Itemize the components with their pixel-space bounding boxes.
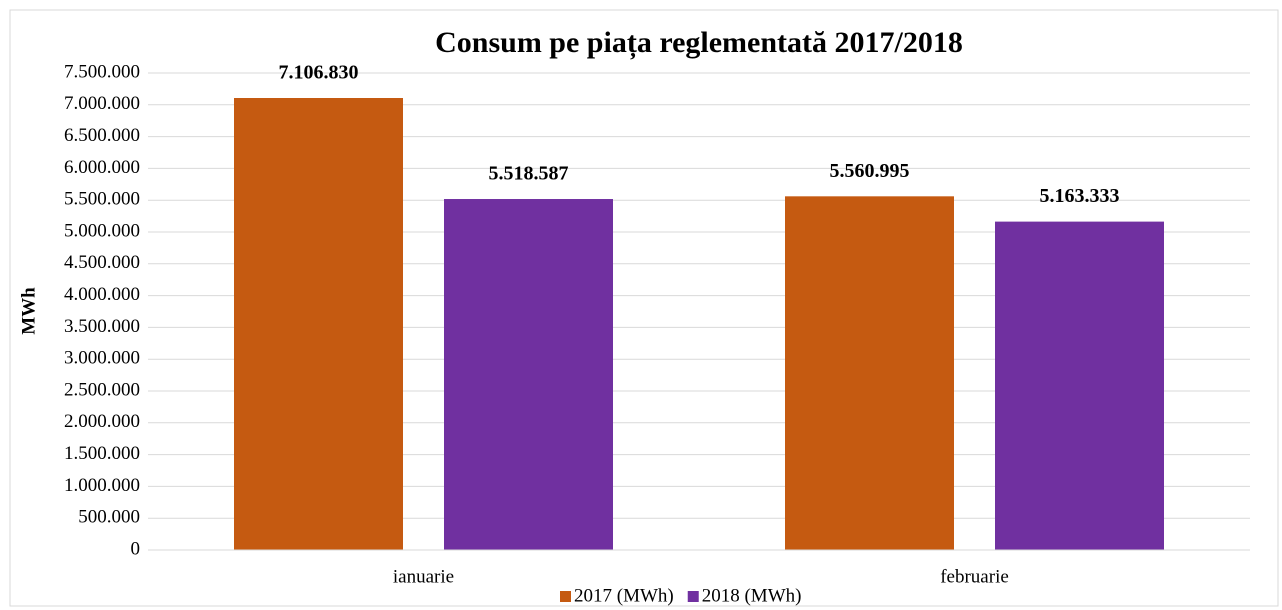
bar <box>785 196 954 550</box>
y-tick-label: 1.000.000 <box>64 475 140 496</box>
x-tick-label: februarie <box>940 566 1009 587</box>
legend-label: 2017 (MWh) <box>574 585 674 606</box>
data-label: 5.163.333 <box>1040 185 1120 207</box>
bar <box>234 98 403 550</box>
y-tick-label: 500.000 <box>78 507 140 528</box>
y-tick-label: 2.000.000 <box>64 411 140 432</box>
y-tick-label: 7.500.000 <box>64 61 140 82</box>
legend-swatch <box>687 591 699 602</box>
y-tick-label: 4.000.000 <box>64 284 140 305</box>
y-tick-label: 5.000.000 <box>64 220 140 241</box>
y-tick-label: 7.000.000 <box>64 93 140 114</box>
chart-title: Consum pe piața reglementată 2017/2018 <box>435 26 963 60</box>
y-axis-label: MWh <box>18 287 39 335</box>
y-tick-label: 6.000.000 <box>64 157 140 178</box>
bar <box>995 221 1164 551</box>
y-tick-label: 1.500.000 <box>64 443 140 464</box>
data-label: 5.560.995 <box>830 160 910 182</box>
data-label: 5.518.587 <box>489 163 569 185</box>
x-tick-label: ianuarie <box>393 566 454 587</box>
legend-swatch <box>560 591 571 602</box>
y-tick-label: 5.500.000 <box>64 189 140 210</box>
y-tick-label: 3.500.000 <box>64 316 140 337</box>
y-tick-label: 2.500.000 <box>64 379 140 400</box>
y-tick-label: 6.500.000 <box>64 125 140 146</box>
legend-label: 2018 (MWh) <box>702 585 802 606</box>
bar <box>444 199 613 550</box>
y-tick-label: 3.000.000 <box>64 348 140 369</box>
y-tick-label: 4.500.000 <box>64 252 140 273</box>
y-tick-label: 0 <box>131 538 141 559</box>
data-label: 7.106.830 <box>279 62 359 84</box>
